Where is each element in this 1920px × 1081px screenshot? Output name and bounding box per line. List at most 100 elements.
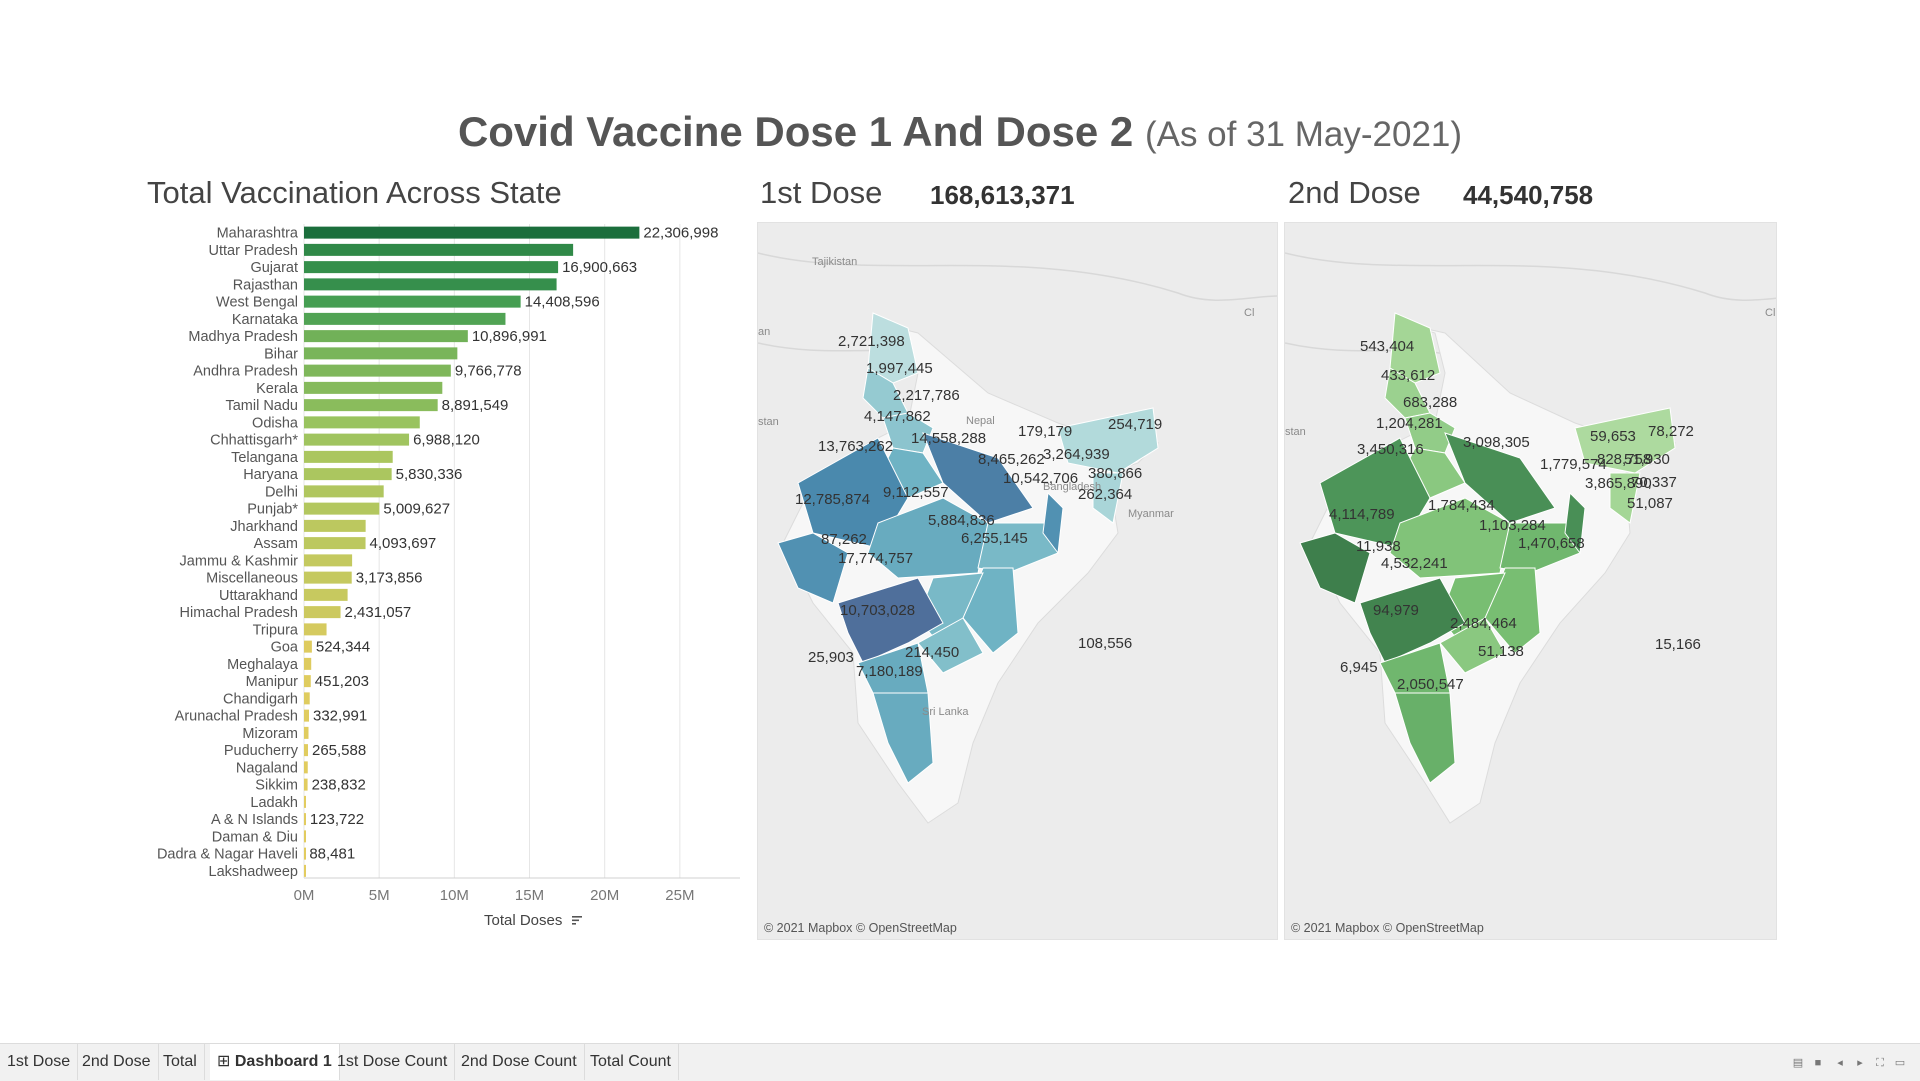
bar[interactable]: [304, 761, 308, 774]
state-value-label: 543,404: [1360, 338, 1414, 355]
state-region[interactable]: [922, 432, 1034, 524]
bar[interactable]: [304, 537, 366, 550]
dose1-map-credit[interactable]: © 2021 Mapbox © OpenStreetMap: [764, 921, 957, 935]
state-region[interactable]: [1359, 577, 1466, 664]
bar[interactable]: [304, 485, 384, 498]
bar[interactable]: [304, 278, 557, 291]
tab-dashboard-1[interactable]: ⊞ Dashboard 1: [210, 1044, 340, 1080]
state-region[interactable]: [1042, 491, 1064, 555]
bar[interactable]: [304, 640, 312, 653]
category-label: Nagaland: [236, 760, 298, 776]
state-value-label: 1,997,445: [866, 360, 933, 377]
state-value-label: 13,763,262: [818, 438, 893, 455]
bar[interactable]: [304, 399, 438, 412]
state-region[interactable]: [1389, 312, 1441, 384]
bar[interactable]: [304, 675, 311, 688]
dose2-map-canvas[interactable]: stan Cl 543,404 433,612 683,288 1,204,281 3,09…: [1285, 223, 1776, 939]
state-region[interactable]: [1057, 407, 1159, 474]
state-value-label: 17,774,757: [838, 550, 913, 567]
category-label: Chhattisgarh*: [210, 433, 298, 449]
state-region[interactable]: [777, 532, 849, 604]
bar[interactable]: [304, 502, 380, 515]
category-label: Tripura: [253, 622, 299, 638]
bar[interactable]: [304, 571, 352, 584]
bar[interactable]: [304, 347, 458, 360]
bar[interactable]: [304, 519, 366, 532]
bar[interactable]: [304, 795, 306, 808]
bar[interactable]: [304, 468, 392, 481]
bar[interactable]: [304, 813, 306, 826]
category-label: Haryana: [243, 467, 299, 483]
tab-total-count[interactable]: Total Count: [583, 1044, 679, 1080]
dose1-map[interactable]: Tajikistan an stan Nepal Bangladesh Myanmar Sr…: [757, 222, 1278, 940]
previous-sheet-icon[interactable]: ◂: [1837, 1057, 1843, 1069]
state-region[interactable]: [1609, 472, 1641, 524]
bar[interactable]: [304, 847, 306, 860]
bar[interactable]: [304, 261, 559, 274]
category-label: Sikkim: [255, 778, 298, 794]
bar[interactable]: [304, 709, 310, 722]
bar[interactable]: [304, 744, 308, 757]
place-name: stan: [1285, 426, 1306, 438]
state-region[interactable]: [1439, 617, 1506, 674]
bar[interactable]: [304, 778, 308, 791]
bar[interactable]: [304, 416, 420, 429]
state-region[interactable]: [867, 312, 919, 384]
bar[interactable]: [304, 554, 353, 567]
state-region[interactable]: [837, 577, 944, 664]
state-region[interactable]: [1444, 432, 1556, 524]
bar[interactable]: [304, 830, 306, 843]
present-mode-icon[interactable]: ▭: [1894, 1057, 1906, 1069]
bar[interactable]: [304, 295, 521, 308]
state-region[interactable]: [1299, 532, 1371, 604]
bar[interactable]: [304, 606, 341, 619]
bar[interactable]: [304, 450, 393, 463]
tab-1st-dose-count[interactable]: 1st Dose Count: [330, 1044, 456, 1080]
bar[interactable]: [304, 243, 574, 256]
next-sheet-icon[interactable]: ▸: [1857, 1057, 1863, 1069]
state-region[interactable]: [1564, 491, 1586, 555]
bar[interactable]: [304, 623, 327, 636]
bar[interactable]: [304, 433, 410, 446]
bar[interactable]: [304, 692, 310, 705]
tab-total[interactable]: Total: [156, 1044, 205, 1080]
category-label: Goa: [271, 640, 299, 656]
bar[interactable]: [304, 726, 309, 739]
state-value-label: 12,785,874: [795, 491, 870, 508]
state-region[interactable]: [1394, 692, 1456, 784]
tab-label: Total Count: [590, 1053, 671, 1070]
tab-2nd-dose-count[interactable]: 2nd Dose Count: [454, 1044, 585, 1080]
state-value-label: 3,264,939: [1043, 446, 1110, 463]
dose2-map[interactable]: stan Cl 543,404 433,612 683,288 1,204,281 3,09…: [1284, 222, 1777, 940]
bar[interactable]: [304, 864, 306, 877]
dashboard-grid-icon: ⊞: [217, 1053, 231, 1070]
sheet-tab-bar: 1st Dose 2nd Dose Total ⊞ Dashboard 1 1s…: [0, 1043, 1920, 1081]
tab-2nd-dose[interactable]: 2nd Dose: [75, 1044, 159, 1080]
tab-label: 1st Dose Count: [337, 1053, 448, 1070]
state-region[interactable]: [1499, 522, 1581, 574]
state-region[interactable]: [1092, 472, 1124, 524]
dose2-map-credit[interactable]: © 2021 Mapbox © OpenStreetMap: [1291, 921, 1484, 935]
fullscreen-icon[interactable]: ⛶: [1876, 1057, 1884, 1069]
border-line: [758, 252, 1277, 301]
bar[interactable]: [304, 588, 348, 601]
bar[interactable]: [304, 226, 640, 239]
filmstrip-icon[interactable]: ■: [1814, 1057, 1822, 1069]
sheet-sorter-icon[interactable]: ▤: [1792, 1057, 1804, 1069]
bar[interactable]: [304, 364, 451, 377]
bar[interactable]: [304, 381, 443, 394]
sort-descending-icon[interactable]: [570, 913, 584, 927]
tab-1st-dose[interactable]: 1st Dose: [0, 1044, 79, 1080]
state-region[interactable]: [1574, 407, 1676, 474]
state-region[interactable]: [872, 692, 934, 784]
state-value-label: 87,262: [821, 531, 867, 548]
bar[interactable]: [304, 312, 506, 325]
dashboard-title-main: Covid Vaccine Dose 1 And Dose 2: [457, 108, 1134, 155]
axis-title[interactable]: Total Doses: [484, 912, 584, 929]
state-bar-chart[interactable]: 0M 5M 10M 15M 20M 25M Maharashtra 22,306,998 Utt…: [140, 220, 755, 940]
bar[interactable]: [304, 330, 468, 343]
state-region[interactable]: [977, 522, 1059, 574]
bar[interactable]: [304, 657, 312, 670]
state-region[interactable]: [917, 617, 984, 674]
dose1-map-canvas[interactable]: Tajikistan an stan Nepal Bangladesh Myanmar Sr…: [758, 223, 1277, 939]
